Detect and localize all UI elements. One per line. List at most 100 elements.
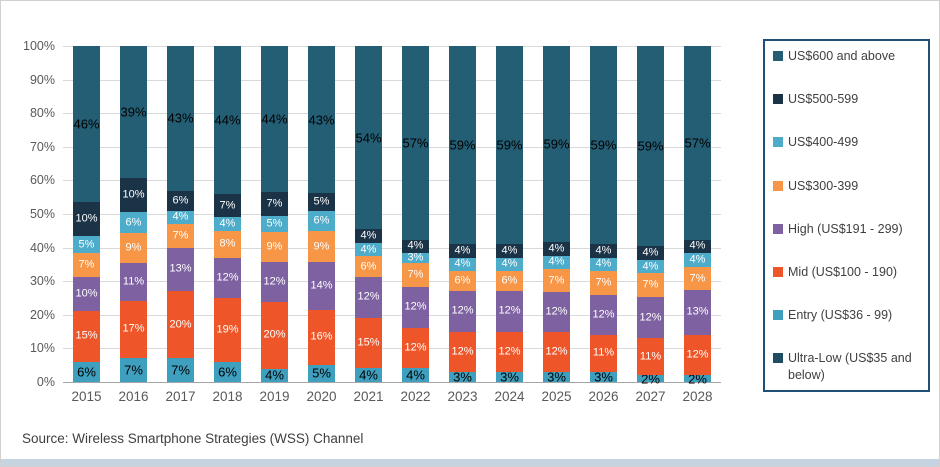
bar-segment-us-400-499: 4% (637, 259, 664, 274)
x-axis-tick-label: 2019 (259, 389, 290, 404)
bar-segment-high-us-191-299: 10% (73, 276, 100, 311)
bar-column: 7% 17% 11% 9% 6% 10% 39% (120, 46, 147, 382)
bar-segment-us-500-599: 4% (355, 229, 382, 243)
bar-segment-us-500-599: 10% (73, 202, 100, 237)
data-label: 7% (219, 199, 236, 212)
bar-segment-entry-us-36-99: 7% (167, 358, 194, 382)
x-axis-tick-label: 2016 (118, 389, 149, 404)
bar-segment-entry-us-36-99: 5% (308, 364, 335, 382)
bar-segment-us-400-499: 4% (543, 255, 570, 269)
bar-segment-us-600-and-above: 39% (120, 46, 147, 179)
legend-item: Ultra-Low (US$35 and below) (773, 350, 925, 383)
data-label: 4% (219, 217, 236, 230)
data-label: 4% (406, 367, 425, 383)
legend-item-label: Entry (US$36 - 99) (788, 308, 893, 323)
data-label: 12% (639, 311, 662, 324)
legend-swatch (773, 137, 783, 148)
data-label: 6% (218, 364, 237, 380)
legend-item: Entry (US$36 - 99) (773, 307, 925, 323)
bar-segment-us-600-and-above: 59% (449, 46, 476, 245)
legend-item: US$300-399 (773, 178, 925, 194)
data-label: 20% (263, 328, 286, 341)
source-text: Source: Wireless Smartphone Strategies (… (22, 431, 364, 446)
data-label: 3% (547, 369, 566, 385)
bar-column: 3% 12% 12% 7% 4% 4% 59% (543, 46, 570, 385)
bar-segment-us-500-599: 4% (684, 239, 711, 254)
x-axis-tick-label: 2017 (165, 389, 196, 404)
data-label: 4% (407, 239, 424, 252)
y-axis-tick-label: 10% (29, 341, 55, 356)
plot-area: 6% 15% 10% 7% 5% 10% 46% 7% 17% 11% 9% 6% 10% 39% 7% 20… (63, 46, 721, 385)
legend-item-label: US$400-499 (788, 135, 859, 150)
bar-segment-us-600-and-above: 57% (402, 46, 429, 240)
data-label: 12% (498, 304, 521, 317)
data-label: 4% (689, 253, 706, 266)
data-label: 7% (595, 276, 612, 289)
bar-segment-us-500-599: 4% (496, 244, 523, 258)
data-label: 4% (172, 210, 189, 223)
x-axis-tick-label: 2026 (588, 389, 619, 404)
legend: US$600 and above US$500-599 US$400-499 US$3… (763, 39, 930, 392)
bar-segment-us-400-499: 4% (355, 242, 382, 257)
data-label: 15% (357, 336, 380, 349)
data-label: 44% (261, 111, 288, 127)
bar-segment-high-us-191-299: 13% (167, 247, 194, 292)
data-label: 6% (360, 260, 377, 273)
bar-segment-us-600-and-above: 46% (73, 46, 100, 203)
data-label: 54% (355, 130, 382, 146)
bar-segment-mid-us-100-190: 15% (355, 317, 382, 369)
bar-segment-mid-us-100-190: 11% (590, 334, 617, 372)
data-label: 59% (449, 137, 476, 153)
data-label: 6% (125, 216, 142, 229)
legend-item: US$500-599 (773, 91, 925, 107)
bar-segment-us-300-399: 7% (590, 271, 617, 295)
data-label: 12% (545, 345, 568, 358)
bar-segment-entry-us-36-99: 4% (402, 368, 429, 382)
data-label: 20% (169, 318, 192, 331)
data-label: 7% (172, 229, 189, 242)
bar-segment-entry-us-36-99: 4% (355, 368, 382, 382)
bar-slot: 6% 19% 12% 8% 4% 7% 44% (204, 46, 251, 382)
data-label: 19% (216, 323, 239, 336)
data-label: 10% (75, 212, 98, 225)
data-label: 14% (310, 279, 333, 292)
bar-segment-us-600-and-above: 59% (543, 46, 570, 243)
bar-segment-us-600-and-above: 54% (355, 46, 382, 230)
bar-segment-us-400-499: 4% (684, 253, 711, 267)
bar-segment-us-400-499: 5% (73, 236, 100, 254)
bar-segment-mid-us-100-190: 15% (73, 310, 100, 362)
y-axis-tick-label: 50% (29, 207, 55, 221)
data-label: 12% (545, 305, 568, 318)
bar-segment-mid-us-100-190: 17% (120, 300, 147, 359)
bar-segment-us-400-499: 4% (214, 217, 241, 231)
bar-segment-us-300-399: 7% (73, 253, 100, 277)
bar-column: 3% 12% 12% 6% 4% 4% 59% (449, 46, 476, 383)
bar-segment-high-us-191-299: 12% (261, 262, 288, 303)
data-label: 4% (265, 367, 284, 383)
data-label: 59% (637, 138, 664, 154)
data-label: 4% (359, 367, 378, 383)
gridline (63, 247, 721, 249)
x-axis-tick-label: 2020 (306, 389, 337, 404)
data-label: 7% (78, 258, 95, 271)
bar-column: 5% 16% 14% 9% 6% 5% 43% (308, 46, 335, 382)
gridline (63, 46, 721, 47)
bar-segment-us-600-and-above: 59% (637, 46, 664, 247)
y-axis-tick-label: 70% (29, 139, 55, 154)
data-label: 9% (266, 240, 283, 253)
bar-segment-us-500-599: 4% (590, 244, 617, 258)
bar-segment-us-600-and-above: 44% (214, 46, 241, 194)
data-label: 6% (454, 274, 471, 287)
bar-segment-mid-us-100-190: 20% (261, 302, 288, 369)
legend-swatch (773, 223, 783, 234)
bar-segment-entry-us-36-99: 3% (590, 370, 617, 383)
y-axis-tick-label: 80% (29, 106, 55, 121)
bar-column: 6% 19% 12% 8% 4% 7% 44% (214, 46, 241, 382)
bar-segment-us-300-399: 6% (496, 271, 523, 292)
bar-segment-us-600-and-above: 43% (308, 46, 335, 194)
data-label: 5% (312, 365, 331, 381)
data-label: 7% (642, 278, 659, 291)
data-label: 12% (216, 271, 239, 284)
x-axis-tick-label: 2021 (353, 389, 384, 404)
